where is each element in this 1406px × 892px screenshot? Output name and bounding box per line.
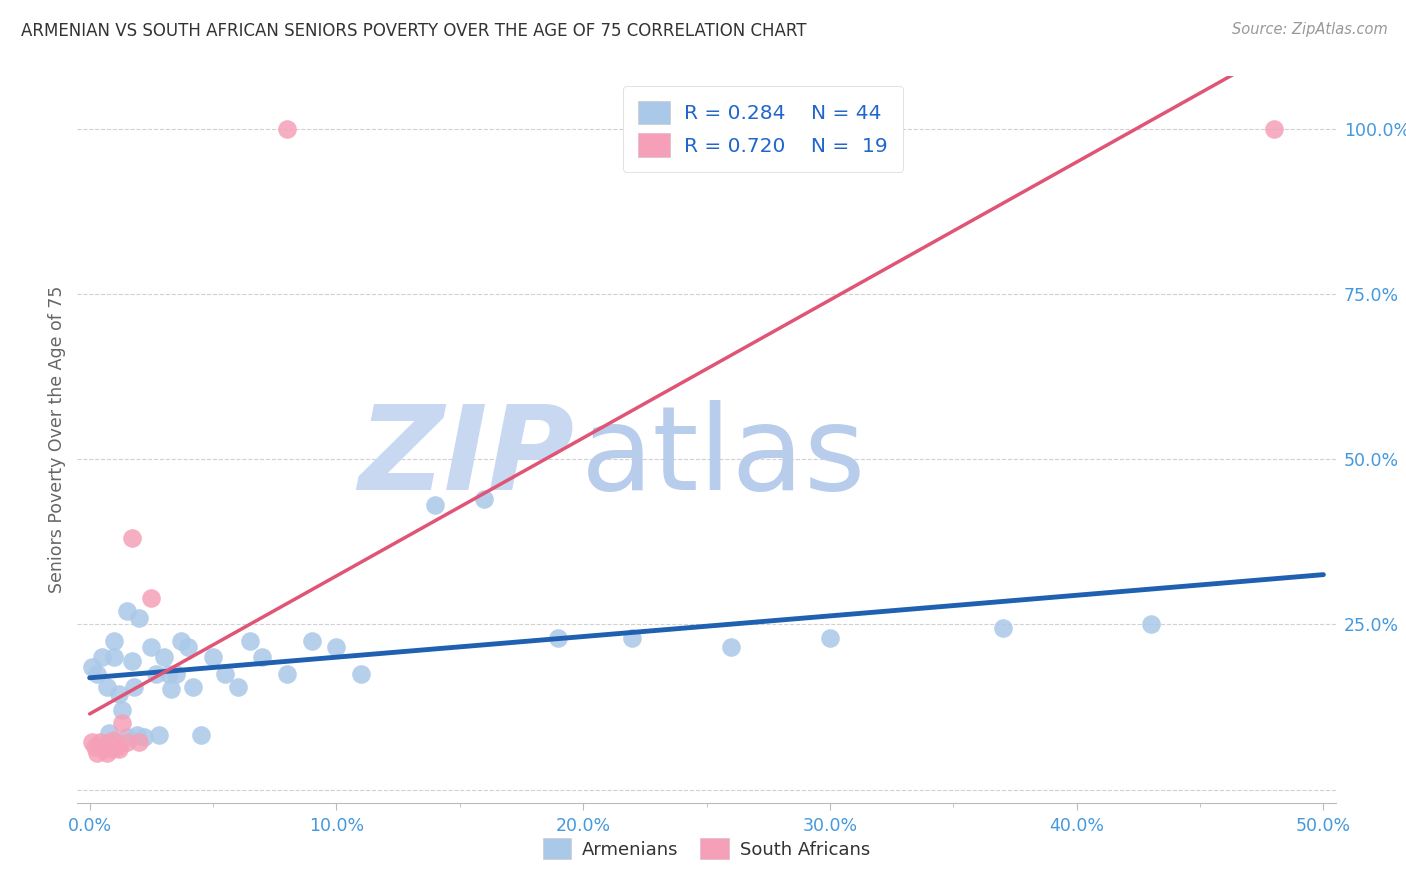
Point xyxy=(148,728,170,742)
Point xyxy=(202,650,225,665)
Point xyxy=(226,680,249,694)
Point xyxy=(111,703,134,717)
Point xyxy=(190,728,212,742)
Point xyxy=(547,631,569,645)
Point xyxy=(82,660,104,674)
Point xyxy=(1139,617,1161,632)
Point xyxy=(818,631,841,645)
Point xyxy=(152,650,174,665)
Point xyxy=(115,604,138,618)
Point xyxy=(86,667,108,681)
Point xyxy=(108,741,131,756)
Point xyxy=(991,621,1014,635)
Point xyxy=(105,739,128,754)
Point xyxy=(128,611,150,625)
Text: ARMENIAN VS SOUTH AFRICAN SENIORS POVERTY OVER THE AGE OF 75 CORRELATION CHART: ARMENIAN VS SOUTH AFRICAN SENIORS POVERT… xyxy=(21,22,807,40)
Point xyxy=(91,739,114,754)
Point xyxy=(108,687,131,701)
Point xyxy=(98,735,121,749)
Point xyxy=(239,633,262,648)
Point xyxy=(177,640,200,655)
Point xyxy=(621,631,644,645)
Point xyxy=(132,730,155,744)
Point xyxy=(91,650,114,665)
Point xyxy=(350,667,373,681)
Point xyxy=(474,491,496,506)
Point xyxy=(83,739,105,754)
Point xyxy=(111,716,134,731)
Point xyxy=(165,667,187,681)
Point xyxy=(122,680,145,694)
Text: atlas: atlas xyxy=(581,400,866,515)
Point xyxy=(252,650,274,665)
Point xyxy=(103,633,125,648)
Point xyxy=(214,667,236,681)
Text: Source: ZipAtlas.com: Source: ZipAtlas.com xyxy=(1232,22,1388,37)
Point xyxy=(96,746,118,760)
Point xyxy=(89,735,111,749)
Point xyxy=(160,682,183,697)
Legend: Armenians, South Africans: Armenians, South Africans xyxy=(536,831,877,866)
Point xyxy=(121,654,143,668)
Point xyxy=(98,726,121,740)
Point xyxy=(720,640,742,655)
Point xyxy=(145,667,167,681)
Text: ZIP: ZIP xyxy=(359,400,575,515)
Point xyxy=(157,667,180,681)
Point xyxy=(423,499,446,513)
Point xyxy=(325,640,347,655)
Point xyxy=(276,121,298,136)
Point xyxy=(82,735,104,749)
Point xyxy=(170,633,193,648)
Point xyxy=(141,591,163,605)
Point xyxy=(121,532,143,546)
Point xyxy=(141,640,163,655)
Point xyxy=(103,733,125,747)
Point xyxy=(115,735,138,749)
Point xyxy=(86,746,108,760)
Point xyxy=(128,735,150,749)
Point xyxy=(103,650,125,665)
Point xyxy=(181,680,204,694)
Point xyxy=(93,741,115,756)
Point xyxy=(1263,121,1285,136)
Point xyxy=(101,741,124,756)
Point xyxy=(115,730,138,744)
Point xyxy=(96,680,118,694)
Point xyxy=(301,633,323,648)
Point xyxy=(125,728,148,742)
Point xyxy=(276,667,298,681)
Y-axis label: Seniors Poverty Over the Age of 75: Seniors Poverty Over the Age of 75 xyxy=(48,285,66,593)
